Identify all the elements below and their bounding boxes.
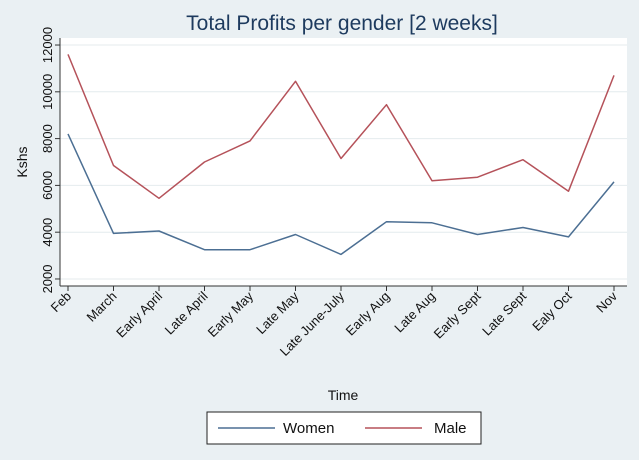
legend: Women Male <box>206 411 482 445</box>
y-tick-label: 12000 <box>40 27 55 63</box>
x-tick-label: March <box>83 289 119 325</box>
series-lines <box>67 54 615 256</box>
legend-label-male: Male <box>434 420 467 437</box>
chart-title: Total Profits per gender [2 weeks] <box>186 12 498 35</box>
y-tick-label: 10000 <box>40 74 55 110</box>
y-tick-label: 2000 <box>40 265 55 294</box>
x-axis-label: Time <box>328 387 359 403</box>
legend-label-women: Women <box>283 420 334 437</box>
y-ticks: 2000 4000 6000 8000 10000 12000 <box>40 27 60 294</box>
series-line-women <box>67 133 615 256</box>
x-tick-label: Late Aug <box>391 289 438 336</box>
x-tick-label: Early May <box>205 288 257 340</box>
plot-area <box>60 38 627 286</box>
x-tick-label: Late Sept <box>479 288 529 338</box>
x-tick-label: Early April <box>113 288 165 340</box>
x-tick-label: Nov <box>593 288 620 315</box>
gridlines <box>60 44 627 280</box>
series-line-male <box>67 54 615 200</box>
y-tick-label: 8000 <box>40 124 55 153</box>
x-tick-label: Early Sept <box>431 288 484 341</box>
x-tick-label: Late April <box>162 288 211 337</box>
y-tick-label: 4000 <box>40 218 55 247</box>
y-axis-label: Kshs <box>14 146 30 177</box>
x-tick-label: Early Aug <box>343 289 393 339</box>
x-tick-label: Ealy Oct <box>529 288 575 334</box>
y-tick-label: 6000 <box>40 171 55 200</box>
